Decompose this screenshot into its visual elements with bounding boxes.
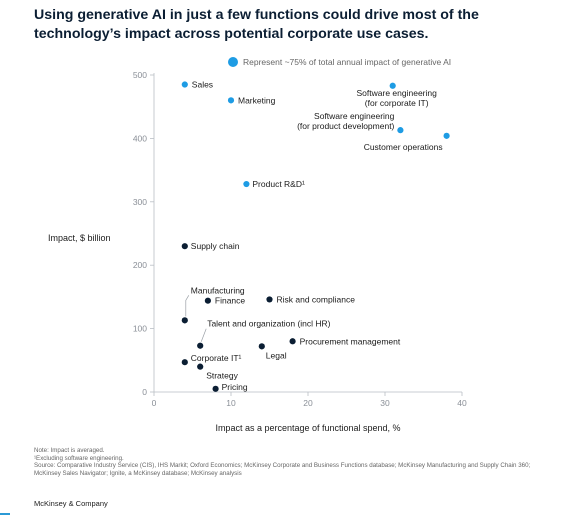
point-label: Customer operations bbox=[364, 142, 443, 152]
y-tick-label: 200 bbox=[133, 260, 147, 270]
point-label: Supply chain bbox=[191, 241, 240, 251]
corner-accent bbox=[0, 513, 10, 515]
x-tick-label: 10 bbox=[226, 398, 236, 408]
point-label: Strategy bbox=[206, 371, 238, 381]
data-point bbox=[181, 359, 188, 366]
point-labels: Sales Marketing Software engineering (for c… bbox=[185, 80, 443, 392]
data-point bbox=[289, 338, 296, 345]
publisher-footer: McKinsey & Company bbox=[34, 499, 108, 508]
legend-label: Represent ~75% of total annual impact of… bbox=[243, 57, 451, 67]
label-leader-line bbox=[185, 295, 190, 317]
label-leader-line bbox=[200, 328, 207, 342]
data-point bbox=[443, 132, 450, 139]
data-point bbox=[227, 97, 235, 104]
y-tick-label: 400 bbox=[133, 133, 147, 143]
data-point bbox=[181, 317, 188, 324]
x-tick-label: 30 bbox=[380, 398, 390, 408]
x-axis-label: Impact as a percentage of functional spe… bbox=[215, 423, 400, 433]
x-tick-label: 40 bbox=[457, 398, 467, 408]
point-label: Risk and compliance bbox=[277, 294, 356, 304]
point-label: Software engineering (for corporate IT) bbox=[357, 88, 438, 108]
y-tick-label: 500 bbox=[133, 70, 147, 80]
footnote-line: ¹Excluding software engineering. bbox=[34, 454, 124, 462]
point-label: Software engineering (for product develop… bbox=[297, 111, 395, 131]
point-label: Product R&D¹ bbox=[252, 179, 305, 189]
data-point bbox=[204, 297, 211, 304]
point-label: Pricing bbox=[222, 382, 248, 392]
chart-title: Using generative AI in just a few functi… bbox=[34, 7, 479, 42]
data-point bbox=[397, 127, 404, 134]
axes: 0 100 200 300 400 500 0 10 20 30 40 Impact, $ billi… bbox=[48, 70, 467, 433]
x-tick-label: 0 bbox=[152, 398, 157, 408]
data-point bbox=[389, 82, 396, 89]
data-point bbox=[197, 363, 204, 370]
y-tick-label: 0 bbox=[142, 387, 147, 397]
data-point bbox=[181, 243, 188, 250]
source-line: Source: Comparative Industry Service (CI… bbox=[34, 462, 531, 477]
point-label: Legal bbox=[266, 350, 287, 360]
scatter-chart: 0 100 200 300 400 500 0 10 20 30 40 Impact, $ billi… bbox=[48, 57, 467, 433]
chart-notes: Note: Impact is averaged. ¹Excluding sof… bbox=[34, 447, 554, 477]
point-label: Corporate IT¹ bbox=[191, 353, 242, 363]
point-label: Procurement management bbox=[300, 336, 401, 346]
point-label: Marketing bbox=[238, 95, 276, 105]
data-point bbox=[181, 81, 188, 88]
note-line: Note: Impact is averaged. bbox=[34, 447, 105, 454]
data-point bbox=[243, 180, 250, 188]
y-axis-label: Impact, $ billion bbox=[48, 233, 111, 243]
y-tick-label: 100 bbox=[133, 324, 147, 334]
y-tick-label: 300 bbox=[133, 197, 147, 207]
x-tick-label: 20 bbox=[303, 398, 313, 408]
legend: Represent ~75% of total annual impact of… bbox=[228, 57, 451, 67]
data-point bbox=[266, 296, 273, 303]
point-label: Finance bbox=[215, 296, 246, 306]
point-label: Talent and organization (incl HR) bbox=[207, 319, 330, 329]
point-label: Sales bbox=[192, 80, 213, 90]
data-point bbox=[197, 342, 204, 349]
point-label: Manufacturing bbox=[191, 285, 245, 295]
legend-marker bbox=[228, 57, 238, 67]
data-points bbox=[181, 81, 450, 392]
data-point bbox=[258, 343, 265, 350]
data-point bbox=[212, 385, 219, 392]
